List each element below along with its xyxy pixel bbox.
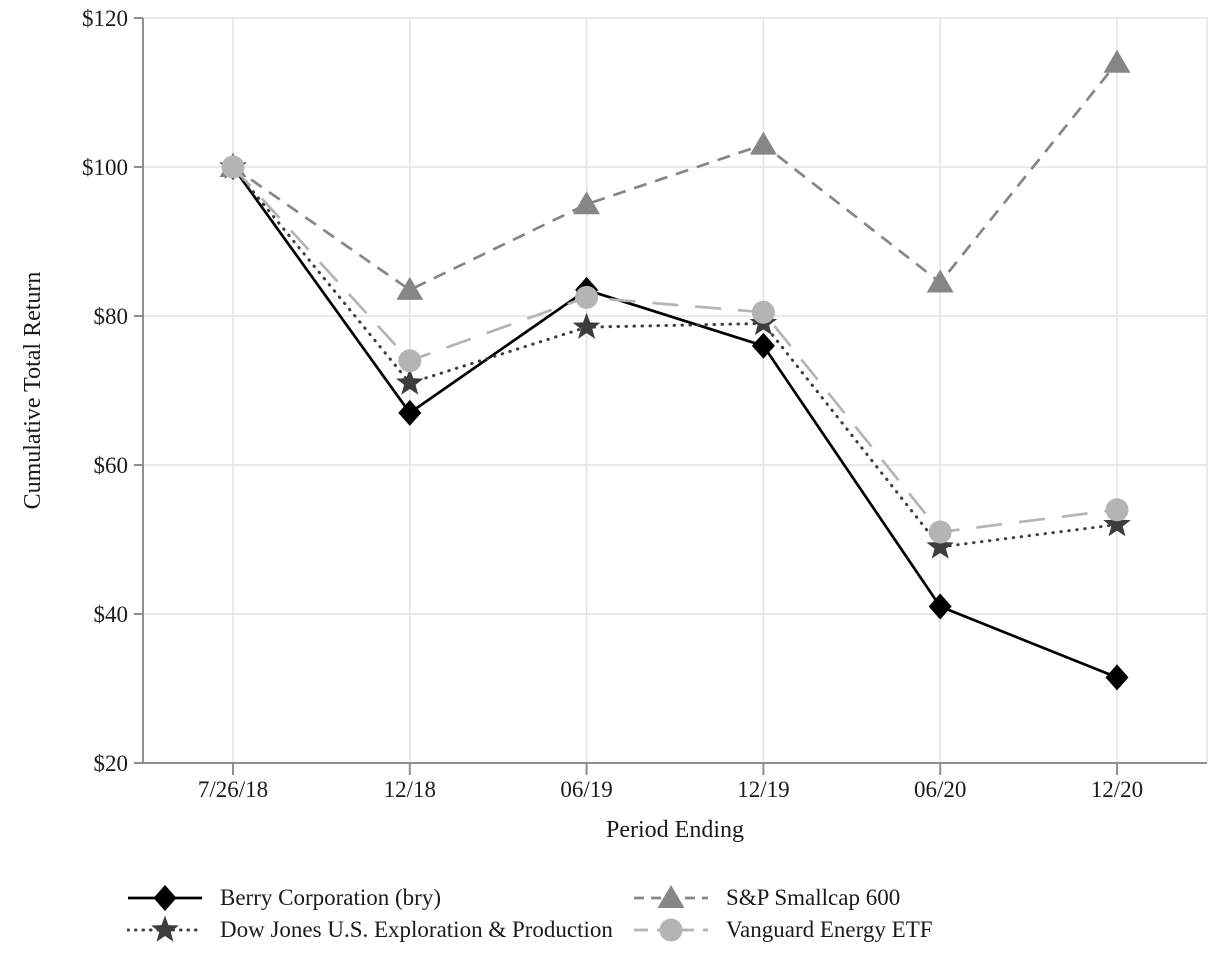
legend-item-vanguard-energy-etf: Vanguard Energy ETF <box>633 915 933 945</box>
legend-label-vanguard-energy-etf: Vanguard Energy ETF <box>726 917 933 942</box>
svg-text:$60: $60 <box>94 453 129 478</box>
svg-text:$100: $100 <box>82 155 128 180</box>
svg-text:06/20: 06/20 <box>914 777 966 802</box>
legend-item-dow-jones: Dow Jones U.S. Exploration & Production <box>126 915 633 945</box>
x-axis-title: Period Ending <box>606 817 744 843</box>
svg-text:$80: $80 <box>94 304 129 329</box>
svg-text:$20: $20 <box>94 751 129 776</box>
legend-item-sp-smallcap-600: S&P Smallcap 600 <box>633 883 933 913</box>
y-axis-title: Cumulative Total Return <box>20 272 46 510</box>
legend-label-berry: Berry Corporation (bry) <box>220 885 441 910</box>
series-sp-smallcap-600 <box>219 49 1131 300</box>
vanguard-longdash-line-circle-icon <box>633 915 709 945</box>
svg-text:12/20: 12/20 <box>1091 777 1143 802</box>
y-tick-labels: $20 $40 $60 $80 $100 $120 <box>82 6 128 776</box>
svg-text:06/19: 06/19 <box>560 777 612 802</box>
gridlines <box>143 17 1208 763</box>
legend-label-sp-smallcap-600: S&P Smallcap 600 <box>726 885 901 910</box>
legend-item-berry: Berry Corporation (bry) <box>127 883 633 913</box>
svg-text:$40: $40 <box>94 602 129 627</box>
berry-solid-line-diamond-icon <box>127 883 203 913</box>
sp-dashed-line-triangle-icon <box>633 883 709 913</box>
cumulative-total-return-chart: $20 $40 $60 $80 $100 $120 7/26/18 12/18 06/19 12/… <box>20 6 1208 843</box>
legend-label-dow-jones: Dow Jones U.S. Exploration & Production <box>220 917 613 942</box>
svg-text:12/18: 12/18 <box>384 777 436 802</box>
x-tick-labels: 7/26/18 12/18 06/19 12/19 06/20 12/20 <box>198 777 1143 802</box>
series-berry <box>221 154 1129 691</box>
svg-text:$120: $120 <box>82 6 128 31</box>
chart-legend: Berry Corporation (bry) S&P Smallcap 600… <box>126 883 933 945</box>
axes <box>134 17 1207 775</box>
series-vanguard-energy-etf <box>221 155 1129 544</box>
svg-text:12/19: 12/19 <box>737 777 789 802</box>
svg-text:7/26/18: 7/26/18 <box>198 777 268 802</box>
dow-dotted-line-star-icon <box>126 915 204 945</box>
